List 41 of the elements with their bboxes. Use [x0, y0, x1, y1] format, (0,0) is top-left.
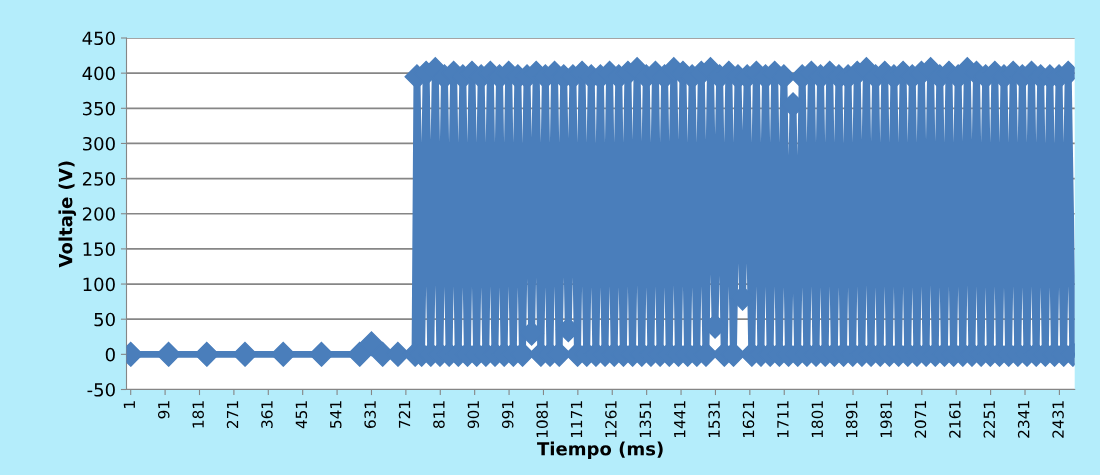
x-tick-label: 991 — [501, 401, 514, 429]
x-tick-label: 181 — [192, 401, 204, 428]
x-tick-label: 2431 — [1052, 401, 1064, 438]
x-tick-label: 1351 — [639, 401, 652, 438]
x-tick-label: 1171 — [570, 401, 583, 438]
x-tick-label: 811 — [433, 401, 445, 429]
y-tick-label: 200 — [82, 207, 115, 221]
x-tick-label: 271 — [226, 401, 239, 428]
y-axis-title: Voltaje (V) — [58, 161, 77, 268]
y-tick-label: 50 — [94, 312, 115, 327]
y-tick-label: 250 — [82, 172, 115, 186]
y-tick-label: -50 — [87, 382, 115, 397]
x-tick-label: 1261 — [605, 401, 617, 438]
y-tick-label: 0 — [105, 347, 115, 362]
x-tick-label: 1 — [123, 401, 135, 408]
x-tick-label: 361 — [261, 401, 273, 428]
y-tick-label: 300 — [83, 136, 115, 151]
x-tick-label: 541 — [330, 401, 342, 428]
y-tick-label: 100 — [83, 277, 115, 292]
x-tick-label: 1891 — [845, 401, 858, 438]
x-tick-label: 1621 — [742, 401, 755, 438]
x-tick-label: 631 — [364, 401, 376, 429]
x-tick-label: 2341 — [1017, 401, 1030, 438]
y-tick-label: 350 — [83, 101, 115, 116]
x-tick-label: 91 — [157, 401, 170, 419]
x-tick-label: 901 — [467, 401, 480, 429]
x-tick-label: 1801 — [811, 401, 824, 438]
y-tick-label: 150 — [83, 242, 115, 257]
x-tick-label: 2251 — [983, 401, 996, 438]
x-tick-label: 1981 — [880, 401, 892, 438]
x-tick-label: 1711 — [777, 401, 789, 438]
y-tick-label: 450 — [82, 31, 115, 46]
y-tick-label: 400 — [82, 66, 115, 81]
x-axis-title: Tiempo (ms) — [537, 441, 663, 460]
x-tick-label: 1531 — [708, 401, 720, 438]
x-tick-label: 1441 — [674, 401, 686, 438]
x-tick-label: 1081 — [536, 401, 548, 438]
x-tick-label: 2071 — [914, 401, 927, 438]
x-tick-label: 721 — [398, 401, 411, 428]
x-tick-label: 2161 — [949, 401, 961, 438]
x-tick-label: 451 — [295, 401, 308, 429]
